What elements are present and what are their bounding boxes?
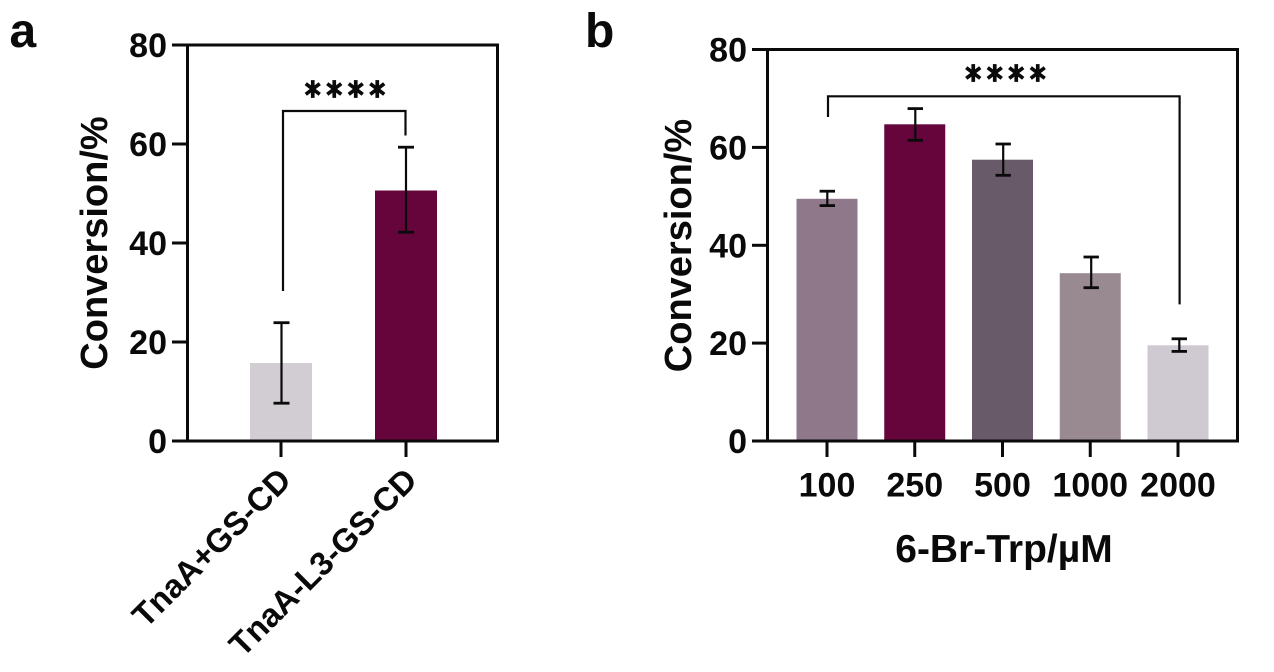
svg-text:Conversion/%: Conversion/% <box>74 116 116 369</box>
svg-text:40: 40 <box>129 225 167 263</box>
svg-text:20: 20 <box>129 324 167 362</box>
svg-text:2000: 2000 <box>1140 467 1216 505</box>
svg-text:500: 500 <box>974 467 1031 505</box>
svg-text:60: 60 <box>709 129 747 167</box>
svg-text:40: 40 <box>709 227 747 265</box>
svg-text:a: a <box>10 5 37 58</box>
svg-text:80: 80 <box>709 32 747 70</box>
svg-text:Conversion/%: Conversion/% <box>658 119 700 372</box>
svg-text:b: b <box>585 5 614 58</box>
svg-text:60: 60 <box>129 126 167 164</box>
svg-text:250: 250 <box>886 467 943 505</box>
svg-text:80: 80 <box>129 27 167 65</box>
svg-text:6-Br-Trp/µM: 6-Br-Trp/µM <box>895 528 1112 571</box>
svg-text:100: 100 <box>799 467 856 505</box>
svg-text:0: 0 <box>148 423 167 461</box>
svg-text:0: 0 <box>728 423 747 461</box>
svg-text:20: 20 <box>709 325 747 363</box>
svg-text:1000: 1000 <box>1052 467 1128 505</box>
